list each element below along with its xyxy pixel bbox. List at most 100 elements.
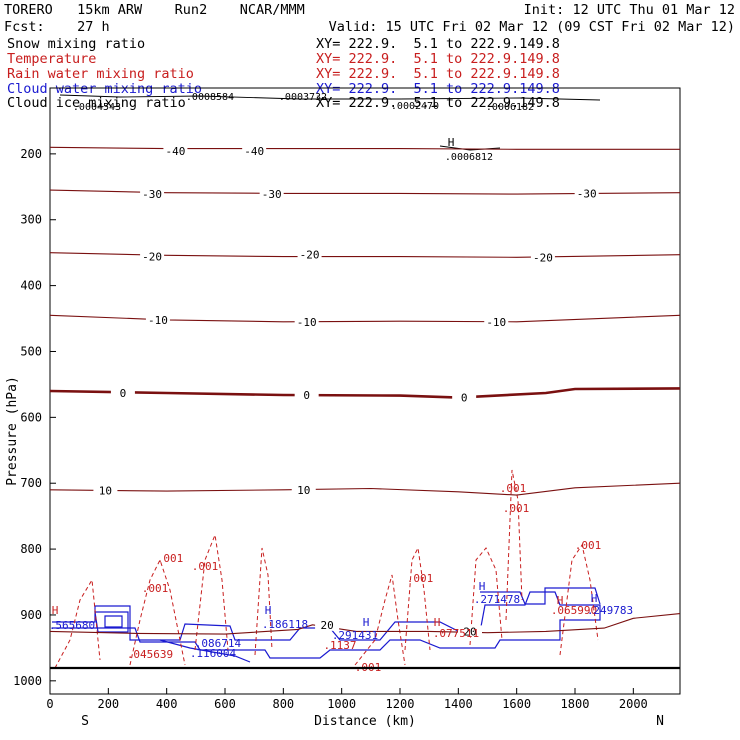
x-tick-label: 1200 — [386, 697, 415, 711]
y-tick-label: 300 — [20, 213, 42, 227]
legend-label-cloud-water: Cloud water mixing ratio — [7, 81, 203, 97]
x-tick-label: 800 — [272, 697, 294, 711]
snow-label: .0006812 — [445, 152, 493, 163]
legend-label-rain: Rain water mixing ratio — [7, 66, 194, 82]
isotherm-20 — [49, 613, 681, 635]
forecast-hour: Fcst: 27 h — [4, 19, 110, 35]
contour-label-layer: -40 -40 -30 -30 -30 -20 -20 -20 -10 -10 -10 0 0 0 10 10… — [49, 92, 633, 674]
isotherm-label: -20 — [142, 251, 162, 264]
isotherm-layer — [49, 146, 681, 635]
x-tick-label: 1000 — [327, 697, 356, 711]
cloud-water-label: .116004 — [190, 647, 237, 660]
isotherm-label: -10 — [486, 316, 506, 329]
isotherm-label-bg — [242, 145, 267, 158]
x-tick-label: 1400 — [444, 697, 473, 711]
isotherm-label: -10 — [297, 316, 317, 329]
y-axis-title: Pressure (hPa) — [5, 376, 20, 486]
x-tick-label: 2000 — [619, 697, 648, 711]
rain-water-label: .001 — [407, 572, 434, 585]
rain-water-label: .065990 — [551, 604, 597, 617]
y-tick-label: 900 — [20, 608, 42, 622]
isotherm-label-bg — [458, 625, 482, 638]
y-tick-label: 1000 — [13, 674, 42, 688]
isotherm-label-bg — [294, 315, 319, 328]
rain-water-label: .045639 — [127, 648, 173, 661]
snow-label: .0004543 — [73, 102, 121, 113]
isotherm-label-bg — [315, 618, 340, 631]
legend-xy-temperature: XY= 222.9. 5.1 to 222.9.149.8 — [316, 51, 560, 67]
rain-water-contours — [54, 469, 599, 669]
snow-label: .0006182 — [486, 102, 534, 113]
isotherm-label: -30 — [142, 188, 162, 201]
isotherm-label-bg — [530, 251, 555, 264]
isotherm-label-bg — [93, 484, 118, 497]
isotherm-label-bg — [574, 187, 599, 200]
rain-water-label: .001 — [157, 552, 184, 565]
x-tick-label: 600 — [214, 697, 236, 711]
rain-water-label: .077511 — [433, 627, 479, 640]
isotherm-10 — [49, 482, 681, 496]
rain-water-label: .001 — [142, 582, 169, 595]
isotherm-label-bg — [452, 391, 477, 404]
isotherm--40 — [49, 146, 680, 150]
rain-water-label: .1137 — [323, 639, 356, 652]
model-title: TORERO 15km ARW Run2 NCAR/MMM — [4, 2, 305, 18]
isotherm-label-bg — [140, 188, 165, 201]
x-axis-title: Distance (km) — [314, 714, 416, 729]
isotherm-label: 0 — [461, 392, 468, 405]
isotherm-label: -30 — [577, 187, 597, 200]
y-tick-label: 800 — [20, 542, 42, 556]
maximum-marker: H — [479, 580, 486, 593]
y-tick-label: 200 — [20, 147, 42, 161]
maximum-marker: H — [265, 604, 272, 617]
south-end-label: S — [81, 714, 89, 729]
snow-label: .0002470 — [391, 101, 439, 112]
legend-label-snow: Snow mixing ratio — [7, 36, 146, 52]
isotherm-label: 10 — [99, 484, 112, 497]
legend-label-temperature: Temperature — [7, 51, 97, 67]
isotherm-label: -10 — [148, 314, 168, 327]
cloud-water-contours — [52, 587, 601, 663]
isotherm-label-bg — [484, 315, 509, 328]
init-time: Init: 12 UTC Thu 01 Mar 12 — [523, 2, 735, 18]
snow-label: .0003732 — [279, 92, 327, 103]
x-tick-label: 0 — [46, 697, 53, 711]
isotherm-label: -20 — [533, 251, 553, 264]
maximum-marker: H — [591, 592, 598, 605]
x-tick-label: 400 — [156, 697, 178, 711]
isotherm-label: 0 — [303, 389, 310, 402]
isotherm-label-bg — [145, 313, 170, 326]
isotherm-label: 10 — [297, 484, 310, 497]
isotherm-label-bg — [297, 248, 322, 261]
x-tick-label: 1600 — [502, 697, 531, 711]
cloud-water-label: .186118 — [262, 618, 308, 631]
cloud-water-label: .271478 — [474, 593, 520, 606]
isotherm-label-bg — [140, 250, 165, 263]
isotherm-0 — [49, 387, 681, 399]
isotherm-label: -40 — [244, 145, 264, 158]
y-tick-label: 600 — [20, 410, 42, 424]
legend-xy-rain: XY= 222.9. 5.1 to 222.9.149.8 — [316, 66, 560, 82]
maximum-marker: H — [363, 616, 370, 629]
y-tick-label: 500 — [20, 344, 42, 358]
maximum-marker: H — [448, 136, 455, 149]
maximum-marker: H — [557, 594, 564, 607]
isotherm-label: -20 — [300, 249, 320, 262]
legend-xy-cloud-ice: XY= 222.9. 5.1 to 222.9.149.8 — [316, 95, 560, 111]
isotherm-label-bg — [163, 145, 188, 158]
isotherm-label: -40 — [165, 145, 185, 158]
isotherm-label-bg — [110, 386, 135, 399]
maximum-marker: H — [434, 616, 441, 629]
cloud-water-label: .291431 — [332, 629, 378, 642]
isotherm-label-bg — [291, 483, 316, 496]
cloud-water-label: .565680 — [49, 619, 95, 632]
x-tick-label: 1800 — [561, 697, 590, 711]
legend-xy-snow: XY= 222.9. 5.1 to 222.9.149.8 — [316, 36, 560, 52]
isotherm-label: 20 — [463, 625, 476, 638]
isotherm--10 — [49, 314, 681, 323]
valid-time: Valid: 15 UTC Fri 02 Mar 12 (09 CST Fri … — [328, 19, 735, 35]
y-tick-label: 400 — [20, 279, 42, 293]
snow-label: .0008584 — [186, 92, 234, 103]
